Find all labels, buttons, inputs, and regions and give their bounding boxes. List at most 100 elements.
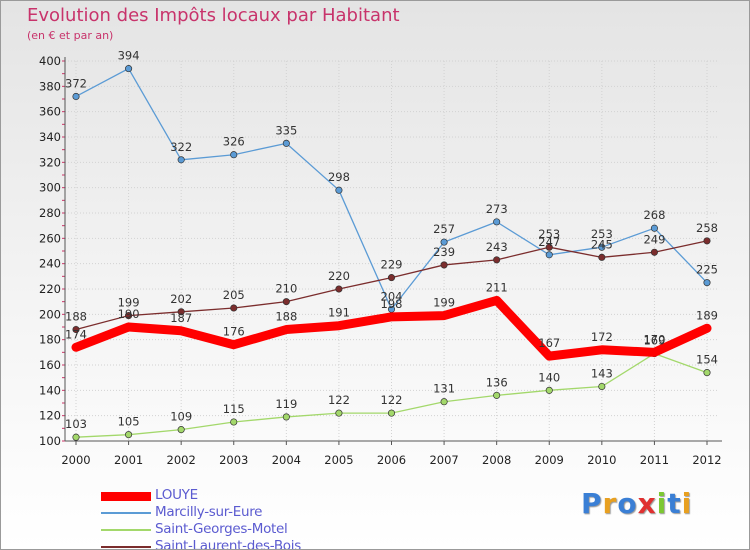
- logo-letter: o: [617, 487, 638, 520]
- series: [71, 65, 712, 441]
- x-tick-label: 2002: [167, 453, 196, 467]
- series-line-1: [75, 67, 708, 310]
- x-tick-label: 2007: [429, 453, 458, 467]
- data-point: [703, 279, 711, 287]
- data-label: 273: [486, 202, 508, 216]
- data-labels: 174 190 187 176 188 191 198 199 211 167 172 170 189 3…: [65, 49, 718, 432]
- logo-letter: i: [656, 487, 668, 520]
- data-label: 245: [591, 237, 613, 251]
- x-tick-label: 2001: [114, 453, 143, 467]
- data-label: 394: [118, 49, 140, 63]
- data-point: [177, 426, 185, 434]
- y-tick-label: 280: [39, 206, 61, 220]
- data-point: [282, 413, 290, 421]
- data-label: 198: [381, 297, 403, 311]
- data-point: [282, 298, 290, 306]
- data-label: 188: [65, 310, 87, 324]
- series-line-0: [71, 295, 712, 361]
- data-point: [598, 243, 606, 251]
- data-point: [72, 325, 80, 334]
- data-point: [335, 285, 343, 293]
- data-label: 188: [275, 310, 297, 324]
- axes: 100 120 140 160 180 200 220 240 260 280 300 320 340 3…: [39, 54, 722, 467]
- y-tick-label: 400: [39, 54, 61, 68]
- x-tick-label: 2009: [535, 453, 564, 467]
- data-point: [230, 151, 238, 159]
- data-label: 170: [643, 332, 665, 346]
- x-tick-label: 2008: [482, 453, 511, 467]
- data-point: [545, 243, 553, 251]
- data-point: [125, 431, 133, 439]
- data-point: [335, 409, 343, 417]
- data-label: 202: [170, 292, 192, 306]
- data-point: [545, 386, 553, 394]
- legend-label: Saint-Georges-Motel: [155, 521, 288, 537]
- data-label: 131: [433, 382, 455, 396]
- data-point: [230, 418, 238, 426]
- y-tick-label: 220: [39, 282, 61, 296]
- data-label: 115: [223, 402, 245, 416]
- data-label: 199: [118, 296, 140, 310]
- data-label: 257: [433, 222, 455, 236]
- legend-label: LOUYE: [155, 487, 198, 503]
- data-point: [703, 369, 711, 377]
- data-label: 119: [275, 397, 297, 411]
- data-point: [177, 156, 185, 164]
- data-point: [387, 274, 396, 282]
- data-point: [177, 308, 185, 316]
- data-label: 122: [328, 393, 350, 407]
- y-tick-label: 100: [39, 434, 61, 448]
- y-tick-label: 380: [39, 79, 61, 93]
- legend-swatch: [101, 512, 151, 514]
- data-label: 322: [170, 140, 192, 154]
- proxiti-logo: Proxiti: [581, 487, 692, 520]
- data-point: [230, 304, 238, 312]
- data-point: [650, 248, 658, 256]
- data-label: 199: [433, 296, 455, 310]
- data-point: [72, 92, 80, 101]
- y-tick-label: 120: [39, 409, 61, 423]
- data-label: 122: [381, 393, 403, 407]
- data-label: 225: [696, 263, 718, 277]
- data-label: 190: [118, 307, 140, 321]
- data-label: 136: [486, 375, 508, 389]
- data-point: [387, 409, 396, 417]
- data-label: 298: [328, 170, 350, 184]
- logo-letter: x: [637, 487, 657, 520]
- logo-letter: t: [667, 487, 682, 520]
- data-label: 189: [696, 308, 718, 322]
- data-point: [545, 251, 553, 259]
- y-tick-label: 140: [39, 383, 61, 397]
- logo-letter: r: [602, 487, 618, 520]
- y-tick-label: 260: [39, 231, 61, 245]
- data-label: 205: [223, 288, 245, 302]
- data-point: [125, 65, 133, 73]
- data-label: 249: [643, 232, 665, 246]
- legend-swatch: [101, 546, 151, 548]
- x-tick-label: 2000: [61, 453, 90, 467]
- data-label: 109: [170, 410, 192, 424]
- data-label: 174: [65, 327, 87, 341]
- x-tick-label: 2011: [640, 453, 669, 467]
- legend-label: Marcilly-sur-Eure: [155, 504, 263, 520]
- chart-subtitle: (en € et par an): [27, 29, 114, 42]
- data-label: 220: [328, 269, 350, 283]
- data-point: [440, 398, 448, 406]
- data-label: 253: [538, 227, 560, 241]
- data-label: 268: [643, 208, 665, 222]
- data-label: 243: [486, 240, 508, 254]
- data-point: [440, 238, 448, 246]
- logo-letter: P: [581, 487, 603, 520]
- grid: [65, 60, 718, 442]
- data-point: [493, 256, 501, 264]
- data-point: [125, 312, 133, 320]
- y-tick-label: 180: [39, 333, 61, 347]
- data-point: [493, 391, 501, 399]
- data-point: [598, 253, 606, 261]
- data-label: 167: [538, 336, 560, 350]
- chart-title: Evolution des Impôts locaux par Habitant: [27, 5, 400, 26]
- data-label: 229: [381, 258, 403, 272]
- x-tick-label: 2010: [587, 453, 616, 467]
- data-label: 335: [275, 123, 297, 137]
